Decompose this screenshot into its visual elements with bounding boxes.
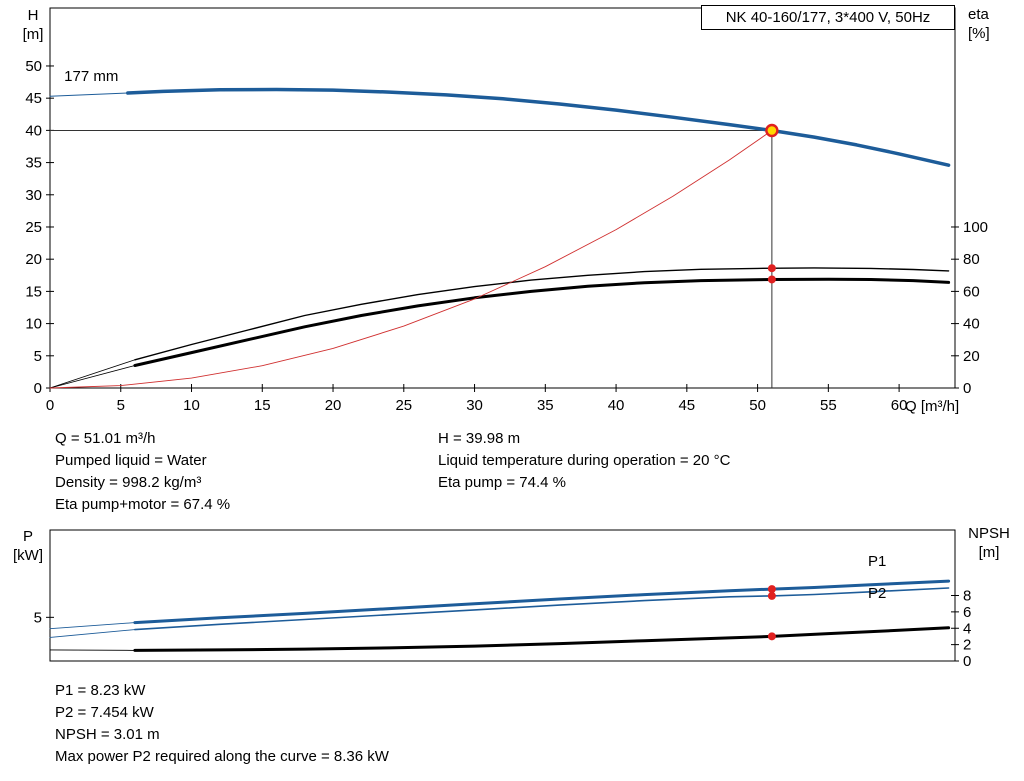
top-x-tick-label: 45: [678, 397, 695, 414]
top-x-tick-label: 10: [183, 397, 200, 414]
top-right-tick-label: 40: [963, 316, 980, 333]
top-left-tick-label: 20: [25, 251, 42, 268]
pump-model-title: NK 40-160/177, 3*400 V, 50Hz: [725, 9, 931, 26]
top-right-tick-label: 20: [963, 348, 980, 365]
info-pumped-liquid: Pumped liquid = Water: [55, 452, 207, 469]
curve-label: P1: [868, 553, 886, 570]
info-eta-pump-motor: Eta pump+motor = 67.4 %: [55, 496, 231, 513]
head-axis-unit: [m]: [22, 26, 44, 43]
top-x-tick-label: 50: [749, 397, 766, 414]
info-max-power: Max power P2 required along the curve = …: [55, 748, 389, 765]
p2-curve: [134, 587, 950, 631]
info-flow: Q = 51.01 m³/h: [55, 430, 156, 447]
power-axis-unit: [kW]: [13, 547, 43, 564]
p1-curve-extension: [49, 622, 136, 630]
top-x-tick-label: 15: [254, 397, 271, 414]
npsh-axis-symbol: NPSH: [968, 525, 1010, 542]
power-info-block: P1 = 8.23 kW P2 = 7.454 kW NPSH = 3.01 m…: [55, 680, 389, 768]
top-left-tick-label: 25: [25, 219, 42, 236]
top-x-tick-label: 35: [537, 397, 554, 414]
top-left-tick-label: 40: [25, 122, 42, 139]
system-curve: [49, 130, 773, 389]
bottom-plot-border: [49, 529, 956, 662]
bottom-right-tick-label: 2: [963, 637, 971, 654]
top-left-tick-label: 35: [25, 155, 42, 172]
operating-point-dot: [767, 264, 776, 273]
eta-axis-unit-label: eta [%]: [968, 5, 1014, 43]
eta-axis-symbol: eta: [968, 6, 989, 23]
operating-point-dot: [767, 275, 776, 284]
top-left-tick-label: 50: [25, 58, 42, 75]
top-x-tick-label: 25: [395, 397, 412, 414]
flow-axis-unit: Q [m³/h]: [905, 398, 960, 415]
top-x-tick-label: 55: [820, 397, 837, 414]
eta-pump-motor-extension: [49, 365, 136, 389]
top-x-tick-label: 0: [46, 397, 54, 414]
bottom-left-tick-label: 5: [34, 609, 42, 626]
pump-model-title-box: NK 40-160/177, 3*400 V, 50Hz: [701, 5, 955, 30]
info-liquid-temperature: Liquid temperature during operation = 20…: [438, 452, 731, 469]
top-left-tick-label: 30: [25, 187, 42, 204]
info-npsh: NPSH = 3.01 m: [55, 726, 160, 743]
bottom-right-tick-label: 0: [963, 653, 971, 670]
info-p1: P1 = 8.23 kW: [55, 682, 146, 699]
info-head: H = 39.98 m: [438, 430, 521, 447]
duty-point-marker: [765, 123, 779, 138]
top-left-tick-label: 15: [25, 283, 42, 300]
top-x-tick-label: 60: [891, 397, 908, 414]
power-axis-unit-label: P [kW]: [6, 527, 50, 565]
flow-axis-unit-label: Q [m³/h]: [905, 397, 959, 416]
top-left-tick-label: 10: [25, 316, 42, 333]
top-left-tick-label: 0: [34, 380, 42, 397]
curve-label: P2: [868, 585, 886, 602]
top-right-tick-label: 60: [963, 283, 980, 300]
info-p2: P2 = 7.454 kW: [55, 704, 154, 721]
head-axis-symbol: H: [27, 7, 39, 24]
head-axis-unit-label: H [m]: [14, 6, 52, 44]
top-x-tick-label: 30: [466, 397, 483, 414]
duty-info-column-right: H = 39.98 m Liquid temperature during op…: [438, 428, 730, 494]
eta-pump-curve: [134, 267, 950, 361]
info-eta-pump: Eta pump = 74.4 %: [438, 474, 566, 491]
npsh-curve: [133, 626, 951, 652]
eta-pump-extension: [49, 359, 136, 389]
bottom-right-tick-label: 6: [963, 604, 971, 621]
top-right-tick-label: 100: [963, 219, 988, 236]
head-curve-extension: [49, 92, 129, 97]
top-left-tick-label: 45: [25, 90, 42, 107]
curve-label: 177 mm: [64, 68, 118, 85]
top-x-tick-label: 5: [117, 397, 125, 414]
head-curve-177mm: [126, 87, 951, 167]
info-density: Density = 998.2 kg/m³: [55, 474, 202, 491]
eta-axis-unit: [%]: [968, 25, 990, 42]
bottom-right-tick-label: 8: [963, 588, 971, 605]
top-plot-border: [49, 7, 956, 389]
npsh-axis-unit: [m]: [978, 544, 1000, 561]
power-axis-symbol: P: [22, 528, 33, 545]
p1-curve: [133, 579, 951, 625]
top-right-tick-label: 0: [963, 380, 971, 397]
p2-curve-extension: [49, 629, 136, 638]
eta-pump-motor-curve: [133, 277, 951, 367]
operating-point-dot: [767, 632, 776, 641]
duty-info-column-left: Q = 51.01 m³/h Pumped liquid = Water Den…: [55, 428, 230, 516]
top-x-tick-label: 20: [325, 397, 342, 414]
bottom-right-tick-label: 4: [963, 620, 971, 637]
operating-point-dot: [767, 585, 776, 594]
top-right-tick-label: 80: [963, 251, 980, 268]
top-left-tick-label: 5: [34, 348, 42, 365]
operating-point-dot: [767, 591, 776, 600]
npsh-axis-unit-label: NPSH [m]: [963, 524, 1015, 562]
npsh-curve-extension: [49, 649, 136, 651]
top-x-tick-label: 40: [608, 397, 625, 414]
